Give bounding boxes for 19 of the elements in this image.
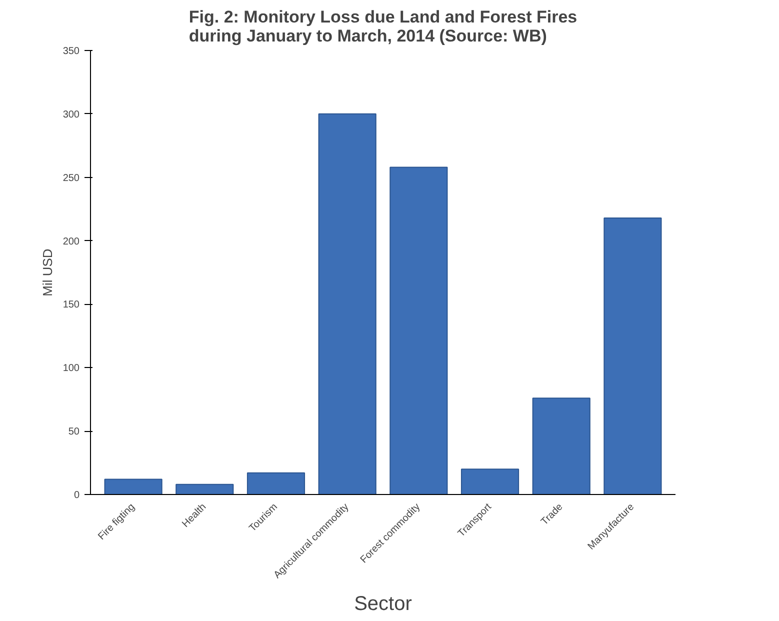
bar xyxy=(246,472,306,494)
bar xyxy=(176,484,234,494)
y-tick-label: 300 xyxy=(62,109,80,120)
y-tick-label: 50 xyxy=(68,426,80,438)
y-tick-label: 250 xyxy=(62,172,80,184)
y-tick-label: 350 xyxy=(62,46,80,57)
y-axis-title: Mil USD xyxy=(40,248,55,296)
bar xyxy=(604,217,662,494)
y-tick-label: 150 xyxy=(62,300,80,311)
x-axis-title: Sector xyxy=(354,592,412,615)
bar xyxy=(390,166,448,494)
y-tick-label: 0 xyxy=(74,490,80,501)
bar xyxy=(104,478,162,494)
y-tick-label: 200 xyxy=(62,236,80,248)
chart-title: Fig. 2: Monitory Loss due Land and Forest Fires during January to March, 2014 (Source: WB) xyxy=(188,8,578,46)
bar xyxy=(460,468,520,494)
bar xyxy=(318,113,376,494)
y-tick-label: 100 xyxy=(62,363,80,374)
bar xyxy=(532,398,590,494)
